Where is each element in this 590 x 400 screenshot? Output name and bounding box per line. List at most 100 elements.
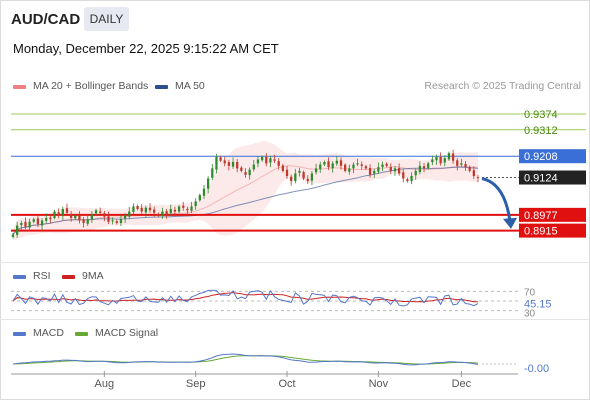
candle-body bbox=[244, 172, 247, 175]
candle-body bbox=[393, 168, 397, 172]
pivot-label: 0.9208 bbox=[524, 151, 558, 163]
candle-body bbox=[69, 213, 73, 218]
candle-body bbox=[20, 222, 23, 226]
candle-body bbox=[389, 166, 392, 171]
macd-last-value: -0.00 bbox=[524, 363, 549, 375]
rsi-ma-legend-swatch bbox=[62, 275, 75, 279]
last-price-tag bbox=[519, 170, 586, 185]
candle-body bbox=[306, 178, 309, 182]
timestamp: Monday, December 22, 2025 9:15:22 AM CET bbox=[13, 41, 279, 56]
candle-body bbox=[373, 170, 376, 174]
macd-legend-swatch bbox=[13, 332, 26, 336]
candle-body bbox=[194, 201, 197, 207]
candle-body bbox=[240, 167, 243, 171]
candle-body bbox=[418, 165, 422, 173]
candle-body bbox=[157, 213, 160, 216]
candle-body bbox=[435, 156, 438, 161]
candle-body bbox=[103, 213, 106, 217]
candle-body bbox=[111, 220, 114, 222]
candle-body bbox=[472, 170, 475, 176]
candle-body bbox=[290, 176, 293, 182]
rsi-last-value: 45.15 bbox=[524, 298, 552, 310]
candle-body bbox=[128, 211, 131, 217]
candle-body bbox=[360, 164, 363, 166]
candle-body bbox=[427, 163, 430, 168]
candle-body bbox=[352, 164, 355, 169]
candle-body bbox=[344, 164, 347, 171]
candle-body bbox=[65, 208, 69, 213]
candle-body bbox=[368, 168, 372, 175]
candle-body bbox=[381, 164, 384, 168]
support-1-label: 0.8977 bbox=[524, 210, 558, 222]
candle-body bbox=[248, 169, 251, 176]
candle-body bbox=[269, 158, 272, 163]
ma50-line bbox=[12, 166, 479, 235]
candle-body bbox=[215, 156, 218, 170]
candle-body bbox=[107, 216, 110, 222]
candle-body bbox=[40, 220, 44, 226]
candle-body bbox=[356, 163, 359, 165]
rsi-level-70: 70 bbox=[524, 287, 536, 298]
macd-line bbox=[12, 353, 479, 366]
candle-body bbox=[431, 159, 434, 163]
period-badge[interactable]: DAILY bbox=[84, 7, 129, 31]
x-tick-label: Sep bbox=[186, 378, 206, 390]
candle-body bbox=[260, 156, 264, 161]
candle-body bbox=[439, 156, 442, 164]
candle-body bbox=[132, 206, 135, 212]
x-tick-label: Oct bbox=[278, 378, 295, 390]
candle-body bbox=[115, 221, 118, 223]
candle-body bbox=[186, 208, 189, 211]
candle-body bbox=[331, 163, 334, 169]
candle-body bbox=[285, 169, 289, 176]
candle-body bbox=[144, 207, 147, 213]
candle-body bbox=[377, 167, 380, 172]
candle-body bbox=[90, 214, 94, 220]
candle-body bbox=[148, 207, 152, 211]
candle-body bbox=[169, 209, 172, 213]
candle-body bbox=[74, 215, 77, 219]
candle-body bbox=[206, 178, 210, 189]
candle-body bbox=[211, 168, 214, 178]
candle-body bbox=[397, 168, 401, 174]
candle-body bbox=[202, 188, 206, 196]
forecast-arrow-head bbox=[503, 217, 517, 229]
pivot-tag bbox=[519, 149, 586, 164]
credit-text: Research © 2025 Trading Central bbox=[424, 80, 581, 92]
x-tick-label: Aug bbox=[95, 378, 115, 390]
bb-legend-swatch bbox=[13, 85, 26, 89]
rsi-ma-legend-label: 9MA bbox=[82, 270, 104, 282]
candle-body bbox=[364, 166, 368, 169]
candle-body bbox=[119, 219, 123, 223]
candle-body bbox=[410, 176, 413, 182]
rsi-legend-swatch bbox=[13, 275, 26, 279]
candle-body bbox=[310, 173, 314, 181]
candle-body bbox=[24, 221, 27, 227]
last-price-label: 0.9124 bbox=[524, 173, 558, 185]
candle-body bbox=[451, 153, 455, 161]
candle-body bbox=[123, 215, 127, 219]
candle-body bbox=[468, 167, 471, 171]
candle-body bbox=[78, 214, 81, 221]
candle-body bbox=[456, 160, 459, 166]
candle-body bbox=[28, 221, 31, 228]
candle-body bbox=[190, 206, 193, 211]
macd-legend-label: MACD bbox=[33, 327, 64, 339]
candle-body bbox=[414, 170, 417, 176]
candle-body bbox=[323, 162, 326, 165]
candle-body bbox=[86, 219, 89, 224]
candle-body bbox=[161, 211, 164, 216]
forecast-arrow bbox=[481, 177, 512, 223]
candle-body bbox=[136, 206, 139, 210]
candle-body bbox=[422, 166, 426, 169]
candle-body bbox=[335, 160, 338, 164]
candle-body bbox=[402, 172, 405, 179]
macd-signal-legend-swatch bbox=[75, 332, 88, 336]
candle-body bbox=[339, 160, 343, 166]
candle-body bbox=[16, 225, 19, 235]
panel-divider bbox=[0, 319, 590, 320]
support-2-label: 0.8915 bbox=[524, 226, 558, 238]
candle-body bbox=[36, 218, 40, 225]
candle-body bbox=[177, 206, 181, 212]
